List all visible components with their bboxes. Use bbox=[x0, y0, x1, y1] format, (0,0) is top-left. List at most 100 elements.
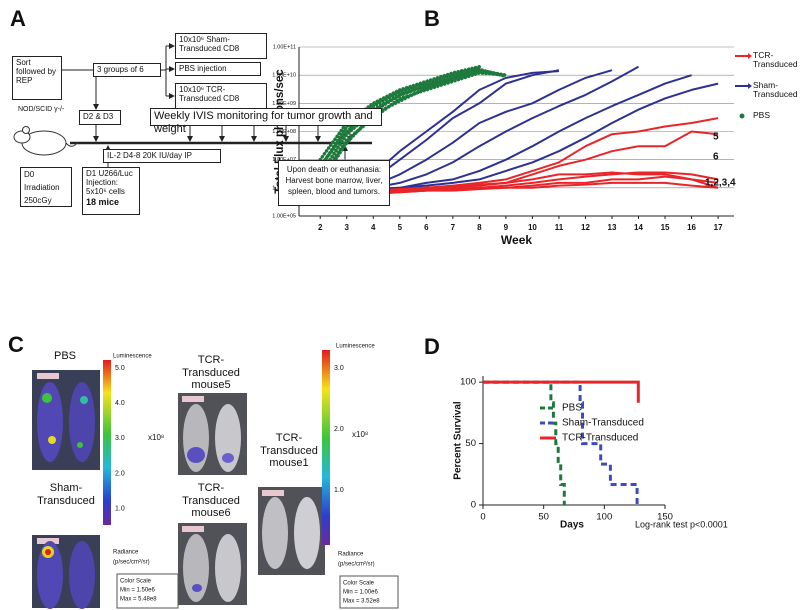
signal bbox=[42, 393, 52, 403]
y-tick-label: 1.00E+11 bbox=[273, 44, 296, 50]
group-label: PBS bbox=[53, 350, 76, 362]
mouse bbox=[294, 497, 320, 569]
sham-box: 10x10⁶ Sham-Transduced CD8 bbox=[175, 33, 267, 59]
image-tag bbox=[182, 526, 204, 532]
scale-legend: Color Scale bbox=[343, 581, 375, 587]
scale-tick-label: 1.0 bbox=[334, 487, 344, 494]
scale-unit-title: Radiance bbox=[338, 552, 364, 558]
box-line: D0 Irradiation bbox=[24, 170, 60, 192]
d2-d3-box: D2 & D3 bbox=[79, 110, 121, 125]
x-tick-label: 14 bbox=[634, 223, 643, 232]
survival-line bbox=[483, 380, 640, 403]
scale-tick-label: 4.0 bbox=[115, 400, 125, 407]
color-bar bbox=[103, 360, 111, 525]
box-line: 18 mice bbox=[86, 196, 120, 207]
y-axis-label: Percent Survival bbox=[453, 401, 464, 480]
legend-label: PBS bbox=[562, 403, 582, 414]
scale-unit-title: Radiance bbox=[113, 550, 139, 556]
x-tick-label: 150 bbox=[657, 512, 673, 523]
box-line: Harvest bone marrow, liver, spleen, bloo… bbox=[285, 176, 383, 197]
legend-label: PBS bbox=[753, 110, 771, 120]
annotation: 6 bbox=[713, 152, 719, 163]
groups-box: 3 groups of 6 bbox=[93, 63, 161, 77]
mouse bbox=[37, 541, 63, 609]
annotation: Log-rank test p<0.0001 bbox=[635, 519, 728, 529]
image-tag bbox=[37, 538, 59, 544]
legend-label: Sham-Transduced bbox=[562, 418, 644, 429]
signal bbox=[222, 453, 234, 463]
y-tick-label: 50 bbox=[465, 438, 476, 449]
color-bar bbox=[322, 350, 330, 545]
x-tick-label: 5 bbox=[398, 223, 403, 232]
x-axis-label: Week bbox=[501, 233, 532, 247]
x-tick-label: 12 bbox=[581, 223, 590, 232]
group-label: TCR-Transduced mouse5 bbox=[182, 354, 240, 392]
signal bbox=[80, 396, 88, 404]
scale-legend: Max = 3.52e8 bbox=[343, 599, 380, 605]
image-tag bbox=[37, 373, 59, 379]
x-tick-label: 15 bbox=[661, 223, 670, 232]
scale-tick-label: 3.0 bbox=[115, 435, 125, 442]
mouse bbox=[215, 534, 241, 602]
x-tick-label: 50 bbox=[538, 512, 549, 523]
mouse bbox=[37, 382, 63, 462]
box-line: D1 U266/Luc Injection: bbox=[86, 169, 133, 188]
panel-label: D bbox=[424, 334, 440, 359]
x-axis-label: Days bbox=[560, 520, 584, 531]
survival-line bbox=[483, 380, 566, 505]
signal bbox=[192, 584, 202, 592]
mouse bbox=[69, 382, 95, 462]
legend-marker bbox=[748, 53, 752, 59]
mouse-tail bbox=[65, 141, 79, 147]
scale-title: Luminescence bbox=[336, 344, 375, 350]
mouse-ear bbox=[22, 126, 30, 134]
x-tick-label: 6 bbox=[424, 223, 429, 232]
x-tick-label: 3 bbox=[345, 223, 350, 232]
x-tick-label: 13 bbox=[608, 223, 617, 232]
group-label: Sham-Transduced bbox=[37, 482, 95, 507]
signal bbox=[187, 447, 205, 463]
panel-label: A bbox=[10, 6, 26, 31]
y-tick-label: 1.00E+08 bbox=[272, 129, 296, 135]
x-tick-label: 7 bbox=[451, 223, 456, 232]
x-tick-label: 4 bbox=[371, 223, 376, 232]
data-line bbox=[318, 70, 482, 185]
signal bbox=[48, 436, 56, 444]
box-line: 250cGy bbox=[24, 195, 52, 205]
strain-label: NOD/SCID γ-/- bbox=[18, 106, 65, 113]
x-tick-label: 2 bbox=[318, 223, 323, 232]
x-tick-label: 9 bbox=[504, 223, 509, 232]
irradiation-box: D0 Irradiation 250cGy bbox=[20, 167, 72, 207]
x-tick-label: 11 bbox=[555, 223, 564, 232]
scale-legend: Min = 1.50e6 bbox=[120, 588, 156, 594]
image-tag bbox=[262, 490, 284, 496]
mouse bbox=[183, 534, 209, 602]
panel-label: B bbox=[424, 6, 440, 31]
legend-marker bbox=[748, 83, 752, 89]
luminescence-images bbox=[32, 350, 399, 609]
x-tick-label: 10 bbox=[528, 223, 537, 232]
scale-tick-label: 2.0 bbox=[115, 470, 125, 477]
scale-title: Luminescence bbox=[113, 354, 152, 360]
signal bbox=[77, 442, 83, 448]
signal bbox=[45, 549, 51, 555]
panel-label: C bbox=[8, 332, 24, 357]
group-label: TCR-Transduced mouse1 bbox=[260, 432, 318, 470]
scale-tick-label: 2.0 bbox=[334, 426, 344, 433]
image-tag bbox=[182, 396, 204, 402]
survival-line bbox=[483, 380, 639, 505]
scale-tick-label: 3.0 bbox=[334, 365, 344, 372]
annotation: 1,2,3,4 bbox=[705, 178, 736, 189]
scale-tick-label: 5.0 bbox=[115, 365, 125, 372]
scale-legend: Max = 5.48e8 bbox=[120, 597, 157, 603]
x-tick-label: 17 bbox=[714, 223, 723, 232]
pbs-box: PBS injection bbox=[175, 62, 261, 76]
y-tick-label: 0 bbox=[471, 500, 476, 511]
x-tick-label: 0 bbox=[480, 512, 485, 523]
scale-legend: Min = 1.00e6 bbox=[343, 590, 379, 596]
x-tick-label: 8 bbox=[477, 223, 482, 232]
legend-marker bbox=[739, 113, 745, 119]
endpoint-box: Upon death or euthanasia: Harvest bone ma… bbox=[278, 160, 390, 206]
